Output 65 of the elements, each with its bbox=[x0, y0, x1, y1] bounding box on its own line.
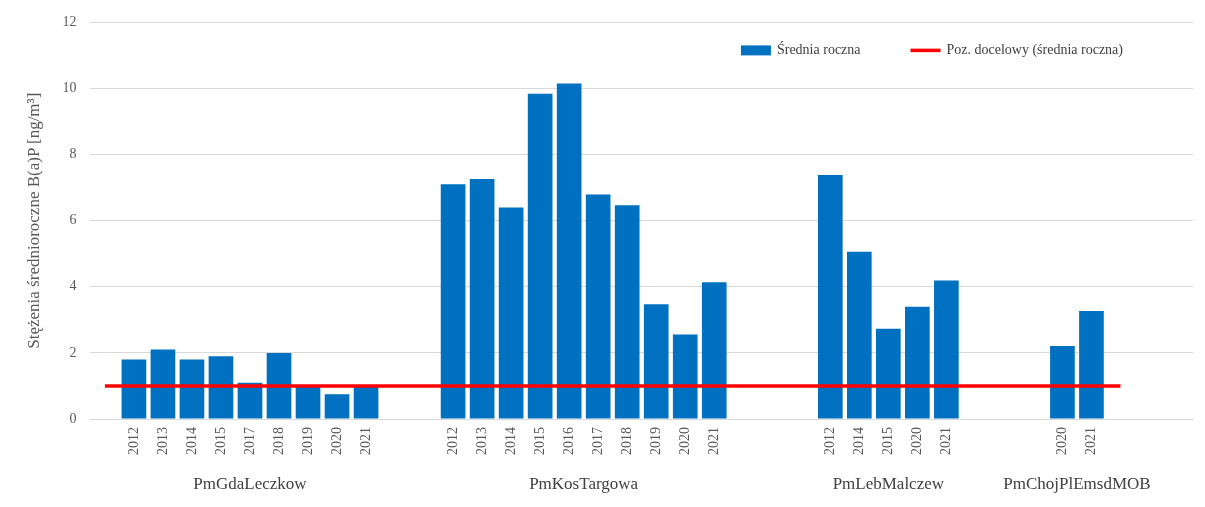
bar bbox=[527, 93, 553, 419]
x-tick-label: 2020 bbox=[328, 427, 344, 455]
bar bbox=[1050, 345, 1075, 419]
bar bbox=[672, 334, 698, 419]
bar bbox=[440, 184, 466, 419]
x-tick-label: 2019 bbox=[299, 427, 315, 455]
bar bbox=[585, 194, 611, 419]
y-axis-title: Stężenia średnioroczne B(a)P [ng/m³] bbox=[23, 92, 43, 349]
text: PmGdaLeczkow bbox=[193, 474, 308, 494]
x-tick-label: 2013 bbox=[154, 427, 170, 455]
y-tick-label: 10 bbox=[62, 80, 77, 96]
y-tick-label: 4 bbox=[69, 278, 77, 294]
bar bbox=[324, 394, 350, 419]
text: PmChojPlEmsdMOB bbox=[1003, 474, 1151, 494]
bar bbox=[150, 349, 176, 419]
x-tick-label: 2012 bbox=[125, 427, 141, 455]
x-tick-label: 2017 bbox=[241, 427, 257, 455]
x-tick-label: 2012 bbox=[821, 427, 837, 455]
x-tick-label: 2020 bbox=[1054, 427, 1070, 455]
bar bbox=[614, 205, 640, 419]
x-tick-label: 2021 bbox=[357, 427, 373, 455]
x-tick-label: 2016 bbox=[560, 427, 576, 455]
x-tick-label: 2021 bbox=[938, 427, 954, 455]
x-tick-label: 2014 bbox=[850, 427, 866, 455]
x-tick-label: 2021 bbox=[1083, 427, 1099, 455]
x-tick-label: 2020 bbox=[676, 427, 692, 455]
bar bbox=[817, 175, 843, 419]
bar bbox=[701, 282, 727, 419]
x-tick-label: 2019 bbox=[647, 427, 663, 455]
bar bbox=[208, 356, 234, 419]
bar bbox=[179, 359, 205, 419]
bar bbox=[556, 83, 582, 419]
bar bbox=[295, 385, 321, 419]
text: PmLebMalczew bbox=[832, 474, 945, 494]
x-tick-label: 2014 bbox=[183, 427, 199, 455]
legend-label: Poz. docelowy (średnia roczna) bbox=[946, 42, 1124, 59]
bar bbox=[266, 352, 292, 419]
x-tick-label: 2020 bbox=[909, 427, 925, 455]
x-tick-label: 2012 bbox=[444, 427, 460, 455]
x-tick-label: 2018 bbox=[618, 427, 634, 455]
legend-label: Średnia roczna bbox=[776, 41, 862, 58]
bar bbox=[876, 328, 901, 419]
bar bbox=[498, 207, 524, 419]
bar bbox=[643, 304, 669, 419]
x-tick-label: 2014 bbox=[502, 427, 518, 455]
x-tick-label: 2021 bbox=[705, 427, 721, 455]
y-tick-label: 0 bbox=[69, 410, 77, 426]
y-tick-label: 6 bbox=[69, 212, 77, 228]
text: PmKosTargowa bbox=[529, 474, 639, 494]
bar bbox=[846, 251, 872, 419]
y-tick-label: 2 bbox=[69, 344, 77, 360]
bar bbox=[905, 306, 930, 419]
bar bbox=[353, 385, 379, 419]
x-tick-label: 2015 bbox=[212, 427, 228, 455]
x-tick-label: 2018 bbox=[270, 427, 286, 455]
y-tick-label: 12 bbox=[62, 14, 77, 30]
x-tick-label: 2015 bbox=[531, 427, 547, 455]
bar bbox=[1079, 310, 1104, 419]
bar bbox=[469, 179, 495, 419]
y-tick-label: 8 bbox=[69, 146, 77, 162]
x-tick-label: 2017 bbox=[589, 427, 605, 455]
bar bbox=[934, 280, 959, 419]
x-tick-label: 2013 bbox=[473, 427, 489, 455]
x-tick-label: 2015 bbox=[880, 427, 896, 455]
bar bbox=[121, 359, 147, 419]
